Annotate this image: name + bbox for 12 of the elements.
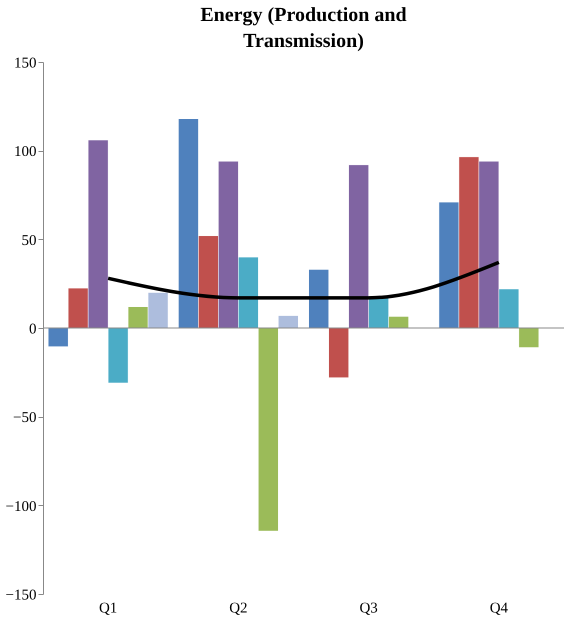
- x-tick-label: Q3: [359, 600, 378, 616]
- y-tick-label: −100: [6, 498, 36, 515]
- y-tick-label: 100: [14, 144, 36, 160]
- x-tick-label: Q2: [229, 600, 248, 616]
- x-tick-label: Q1: [98, 600, 118, 616]
- y-tick-label: 50: [22, 232, 36, 249]
- y-tick-label: −150: [6, 588, 36, 604]
- chart-title: Energy (Production and Transmission): [200, 4, 407, 52]
- x-tick-label: Q4: [490, 600, 509, 616]
- y-tick-label: 150: [14, 56, 36, 72]
- y-tick-label: 0: [29, 322, 36, 338]
- y-tick-label: −50: [13, 410, 36, 426]
